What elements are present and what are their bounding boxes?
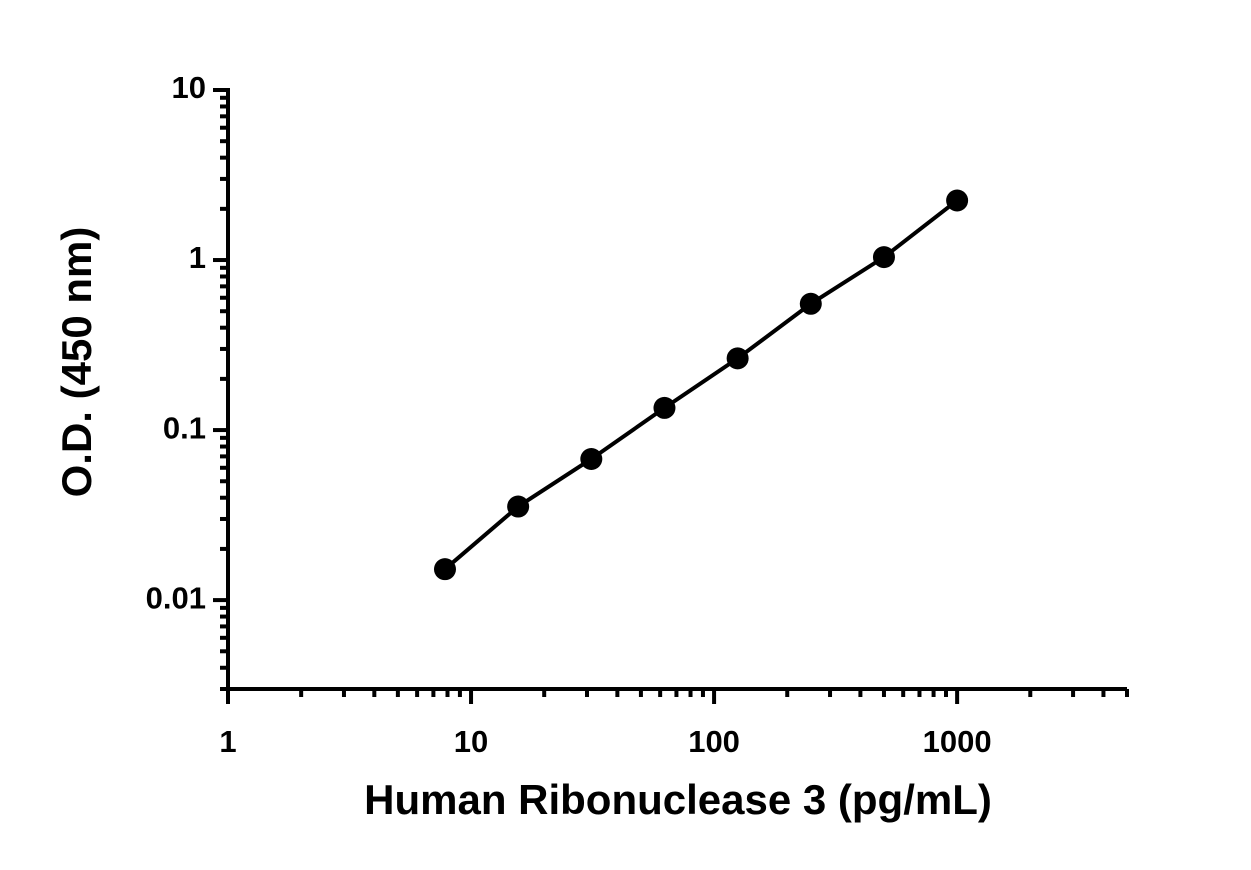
point <box>946 189 969 212</box>
fit-line <box>443 198 959 571</box>
y-tick-label: 10 <box>172 70 206 105</box>
point <box>653 396 676 419</box>
x-axis-title: Human Ribonuclease 3 (pg/mL) <box>364 776 992 823</box>
point <box>433 558 456 581</box>
y-tick-label: 0.1 <box>163 410 206 445</box>
point <box>507 495 530 518</box>
y-axis-title: O.D. (450 nm) <box>53 227 100 498</box>
x-tick-label: 1 <box>219 724 236 759</box>
point <box>726 347 749 370</box>
point <box>799 292 822 315</box>
y-tick-label: 0.01 <box>146 580 206 615</box>
x-tick-label: 10 <box>454 724 488 759</box>
point <box>872 246 895 269</box>
point <box>580 447 603 470</box>
x-tick-label: 1000 <box>923 724 992 759</box>
x-tick-label: 100 <box>688 724 740 759</box>
y-tick-label: 1 <box>189 240 206 275</box>
